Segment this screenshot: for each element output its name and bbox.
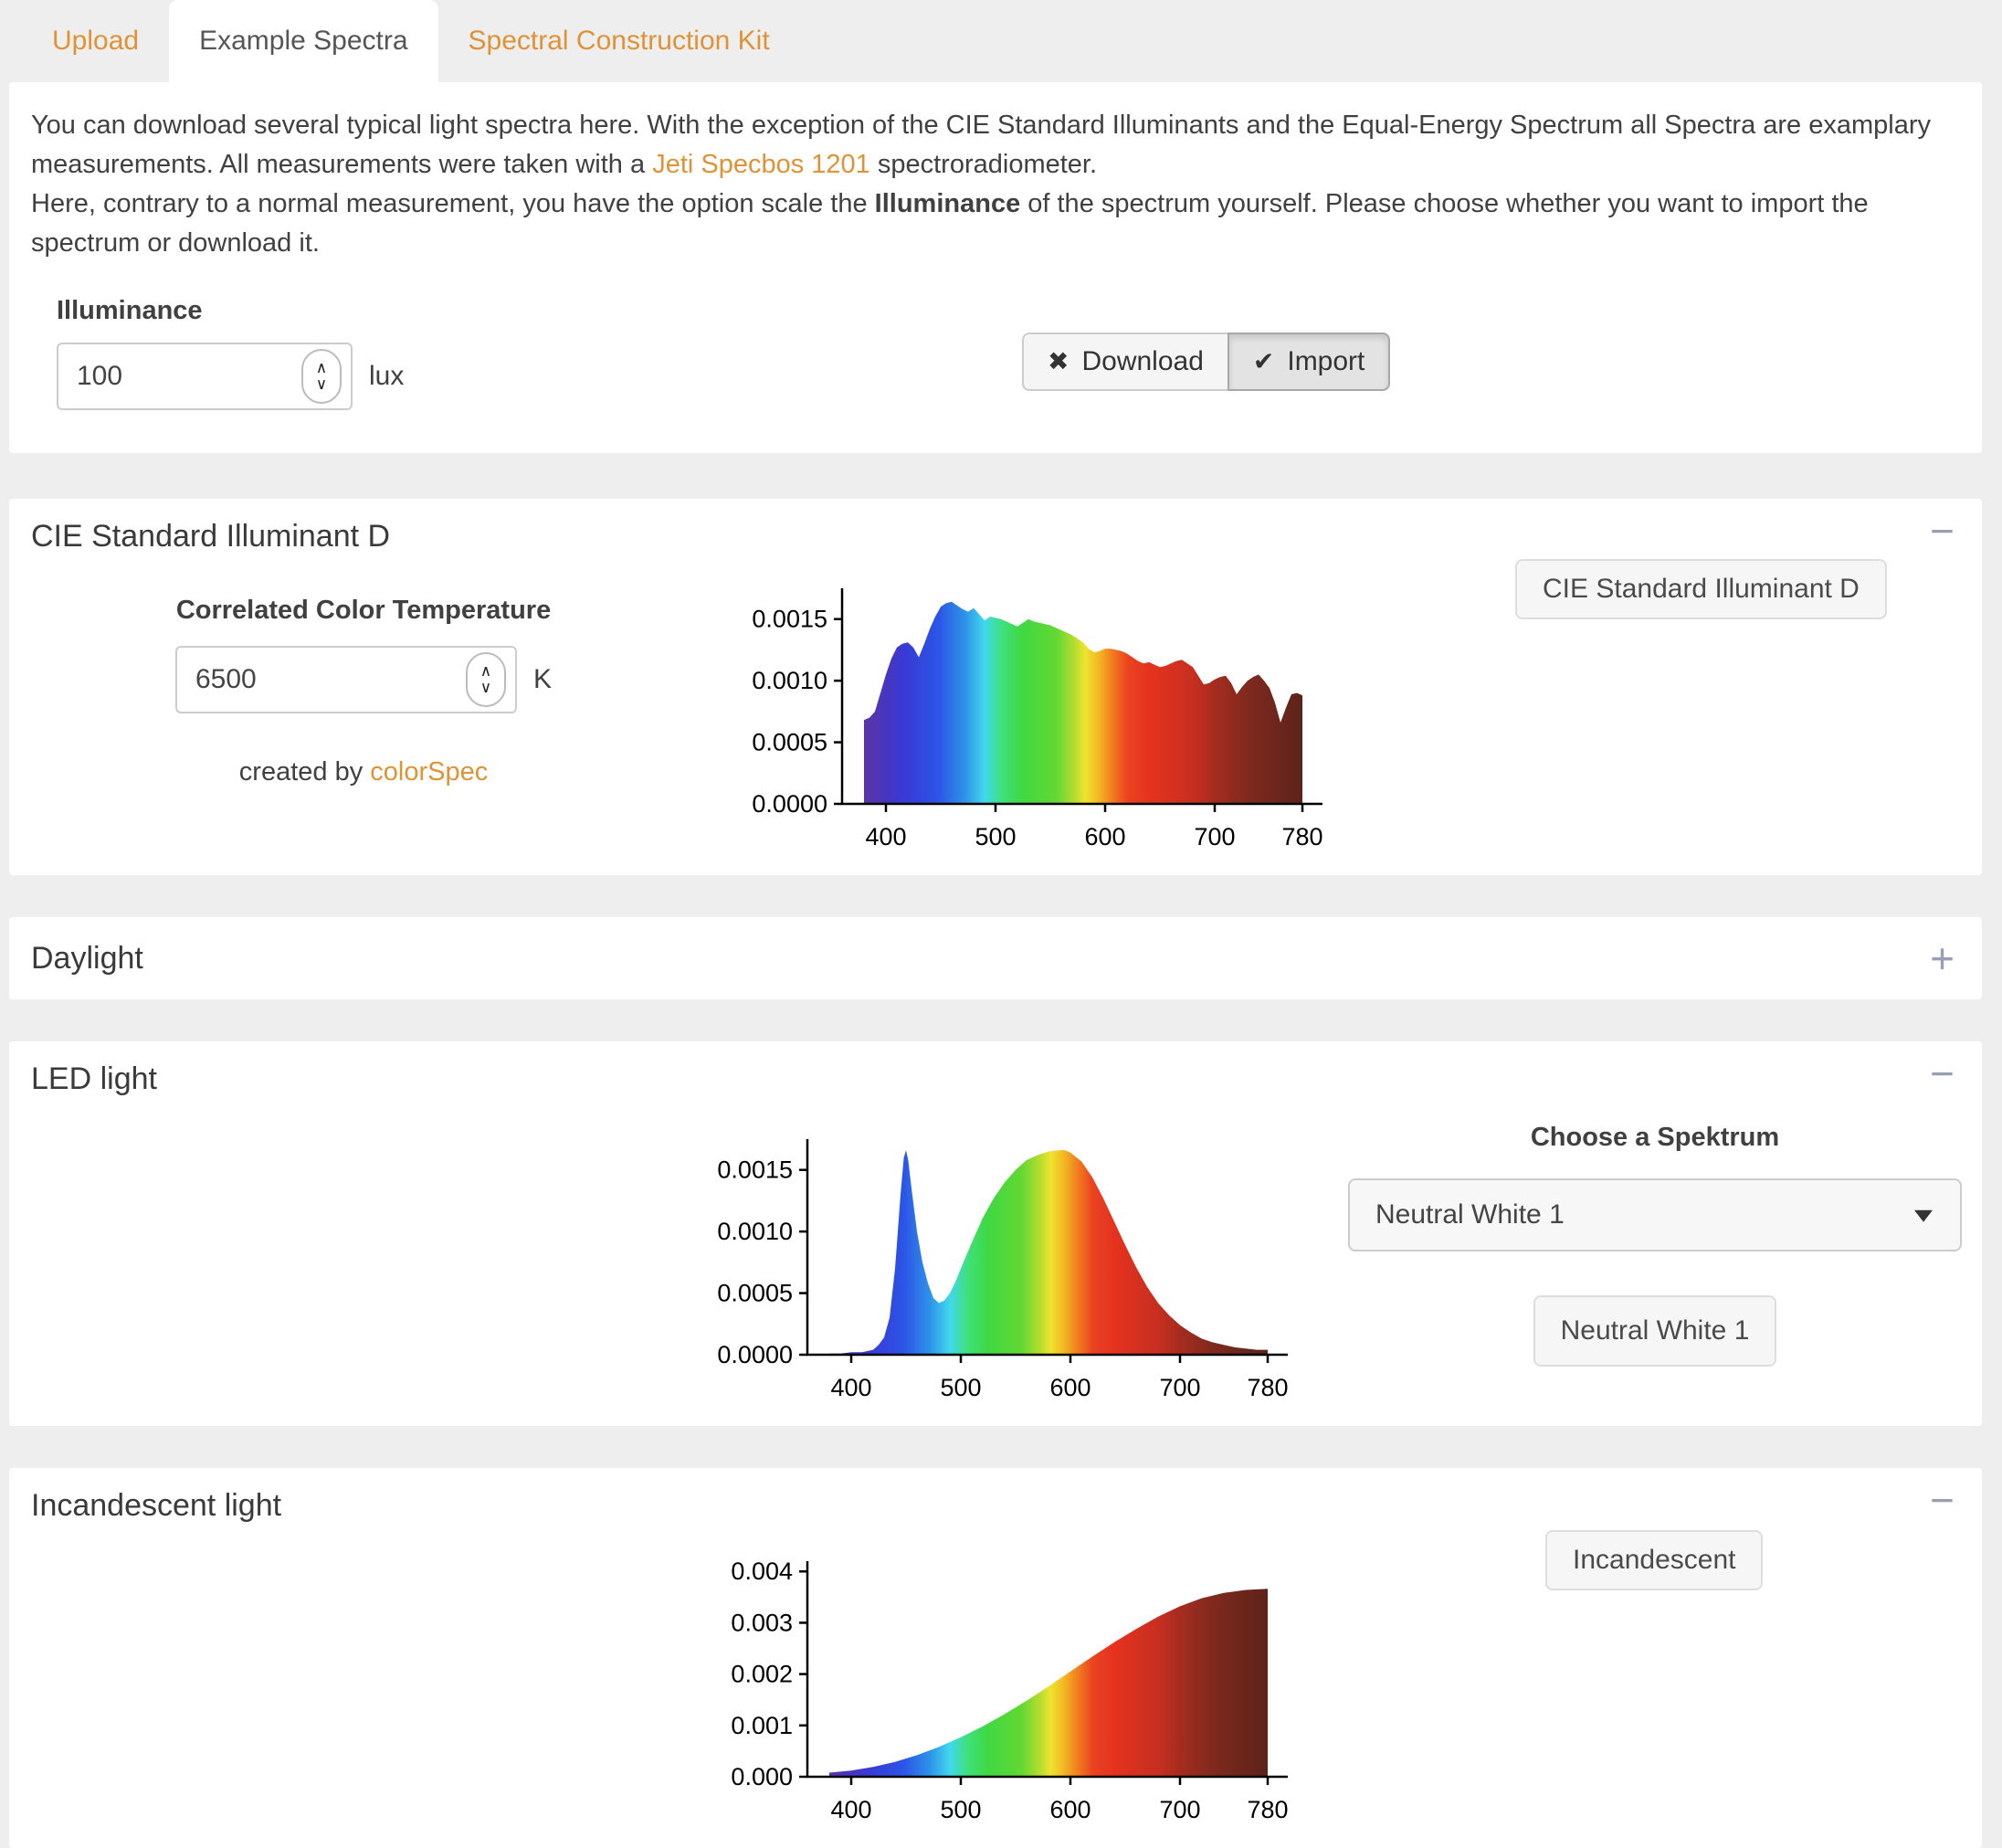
- select-caret-icon: [1914, 1209, 1933, 1222]
- illuminance-input[interactable]: [58, 359, 263, 393]
- led-spectrum-chart: 400 500 600 700 780 0.0000 0.0005 0.0010 0.0015: [717, 1138, 1289, 1401]
- daylight-panel: Daylight +: [9, 917, 1982, 1000]
- spectrum-select-value: Neutral White 1: [1375, 1199, 1565, 1230]
- led-panel-title: LED light: [31, 1061, 157, 1097]
- cct-input-box: ∧ ∨: [175, 646, 517, 714]
- illuminance-form-row: Illuminance ∧ ∨ lux ✖ Download ✔ Import: [31, 296, 1960, 426]
- cie-illuminant-button[interactable]: CIE Standard Illuminant D: [1515, 559, 1887, 620]
- colorspec-link[interactable]: colorSpec: [370, 757, 489, 787]
- import-label: Import: [1287, 345, 1365, 376]
- collapse-minus-icon[interactable]: −: [1930, 1475, 1955, 1524]
- svg-text:0.0000: 0.0000: [752, 790, 827, 818]
- svg-text:780: 780: [1281, 823, 1322, 850]
- svg-text:0.002: 0.002: [731, 1661, 793, 1688]
- download-label: Download: [1081, 345, 1204, 376]
- svg-text:0.0015: 0.0015: [717, 1156, 793, 1183]
- incandescent-panel: Incandescent light − 400 500 600 700 780 0.00…: [9, 1467, 1982, 1848]
- cie-caption: created by colorSpec: [175, 757, 552, 787]
- led-chart-container: 400 500 600 700 780 0.0000 0.0005 0.0010 0.0015: [694, 1106, 1333, 1408]
- illuminance-group: Illuminance ∧ ∨ lux: [57, 296, 1960, 410]
- illuminance-unit: lux: [369, 360, 405, 391]
- cct-input[interactable]: [177, 663, 414, 697]
- incandescent-panel-title: Incandescent light: [31, 1487, 282, 1523]
- svg-text:500: 500: [940, 1796, 981, 1823]
- svg-text:400: 400: [830, 1796, 871, 1823]
- collapse-minus-icon[interactable]: −: [1930, 506, 1955, 554]
- intro-text: Here, contrary to a normal measurement, …: [31, 188, 875, 218]
- illuminance-stepper[interactable]: ∧ ∨: [301, 348, 342, 404]
- incandescent-chart-container: 400 500 600 700 780 0.000 0.001 0.002 0.003 0.004: [694, 1528, 1333, 1830]
- x-icon: ✖: [1048, 347, 1069, 376]
- choose-spektrum-label: Choose a Spektrum: [1530, 1122, 1780, 1152]
- led-panel: LED light − 400 500 600 700 780 0.0000 0.0005 0…: [9, 1041, 1982, 1426]
- intro-text: of the spectrum yourself. Please choose …: [31, 188, 1869, 258]
- svg-text:0.0010: 0.0010: [717, 1218, 793, 1245]
- collapse-minus-icon[interactable]: −: [1930, 1050, 1955, 1098]
- cie-spectrum-chart: 400 500 600 700 780 0.0000 0.0005 0.0010 0.0015: [752, 588, 1323, 850]
- svg-text:0.003: 0.003: [731, 1610, 793, 1637]
- tab-upload[interactable]: Upload: [52, 26, 140, 56]
- illuminance-input-box: ∧ ∨: [57, 342, 353, 410]
- svg-text:0.0015: 0.0015: [752, 606, 827, 633]
- tab-bar: Upload Example Spectra Spectral Construc…: [0, 0, 2002, 82]
- incandescent-spectrum-chart: 400 500 600 700 780 0.000 0.001 0.002 0.003 0.004: [731, 1558, 1288, 1823]
- svg-text:400: 400: [830, 1374, 871, 1401]
- incandescent-button[interactable]: Incandescent: [1545, 1530, 1764, 1591]
- import-button[interactable]: ✔ Import: [1227, 332, 1391, 391]
- download-button[interactable]: ✖ Download: [1022, 332, 1229, 391]
- svg-text:0.0005: 0.0005: [717, 1279, 793, 1306]
- tab-example-spectra[interactable]: Example Spectra: [169, 0, 438, 82]
- caption-text: created by: [238, 757, 371, 787]
- svg-text:600: 600: [1049, 1796, 1091, 1823]
- cct-stepper[interactable]: ∧ ∨: [466, 652, 506, 708]
- svg-text:0.004: 0.004: [731, 1558, 793, 1585]
- cct-group: Correlated Color Temperature ∧ ∨ K creat…: [175, 555, 552, 787]
- cct-unit: K: [533, 664, 553, 695]
- illuminance-label: Illuminance: [57, 295, 203, 325]
- intro-paragraph-2: Here, contrary to a normal measurement, …: [31, 185, 1960, 263]
- svg-text:780: 780: [1247, 1374, 1288, 1401]
- stepper-up-icon[interactable]: ∧: [479, 662, 492, 681]
- cie-chart-container: 400 500 600 700 780 0.0000 0.0005 0.0010 0.0015: [729, 555, 1368, 857]
- stepper-down-icon[interactable]: ∨: [479, 679, 492, 697]
- download-import-group: ✖ Download ✔ Import: [1022, 332, 1391, 391]
- svg-text:0.001: 0.001: [731, 1712, 793, 1739]
- spectrum-select[interactable]: Neutral White 1: [1348, 1177, 1962, 1251]
- intro-text: spectroradiometer.: [869, 149, 1098, 179]
- cct-label: Correlated Color Temperature: [175, 596, 552, 626]
- intro-panel: You can download several typical light s…: [9, 82, 1982, 453]
- svg-text:700: 700: [1194, 823, 1235, 850]
- svg-text:0.0000: 0.0000: [717, 1341, 793, 1368]
- svg-text:600: 600: [1049, 1374, 1091, 1401]
- intro-paragraph-1: You can download several typical light s…: [31, 106, 1960, 185]
- led-controls: Choose a Spektrum Neutral White 1 Neutra…: [1348, 1106, 1962, 1367]
- stepper-up-icon[interactable]: ∧: [315, 358, 328, 376]
- svg-text:600: 600: [1084, 823, 1125, 850]
- svg-text:400: 400: [865, 823, 906, 850]
- cie-panel: CIE Standard Illuminant D − Correlated C…: [9, 498, 1982, 876]
- collapse-plus-icon[interactable]: +: [1930, 935, 1955, 983]
- svg-text:500: 500: [975, 823, 1016, 850]
- tab-spectral-construction-kit[interactable]: Spectral Construction Kit: [468, 26, 770, 56]
- check-icon: ✔: [1252, 347, 1275, 376]
- neutral-white-button[interactable]: Neutral White 1: [1533, 1294, 1777, 1367]
- daylight-panel-title: Daylight: [31, 940, 143, 976]
- stepper-down-icon[interactable]: ∨: [315, 375, 328, 393]
- intro-text: You can download several typical light s…: [31, 111, 1932, 179]
- illuminance-emphasis: Illuminance: [874, 188, 1021, 218]
- svg-text:700: 700: [1159, 1796, 1200, 1823]
- svg-text:0.0010: 0.0010: [752, 667, 827, 694]
- svg-text:0.0005: 0.0005: [752, 729, 827, 756]
- jeti-specbos-link[interactable]: Jeti Specbos 1201: [652, 149, 870, 179]
- cie-panel-title: CIE Standard Illuminant D: [31, 518, 391, 554]
- svg-text:780: 780: [1247, 1796, 1288, 1823]
- svg-text:0.000: 0.000: [731, 1763, 793, 1790]
- svg-text:500: 500: [940, 1374, 981, 1401]
- svg-text:700: 700: [1159, 1374, 1200, 1401]
